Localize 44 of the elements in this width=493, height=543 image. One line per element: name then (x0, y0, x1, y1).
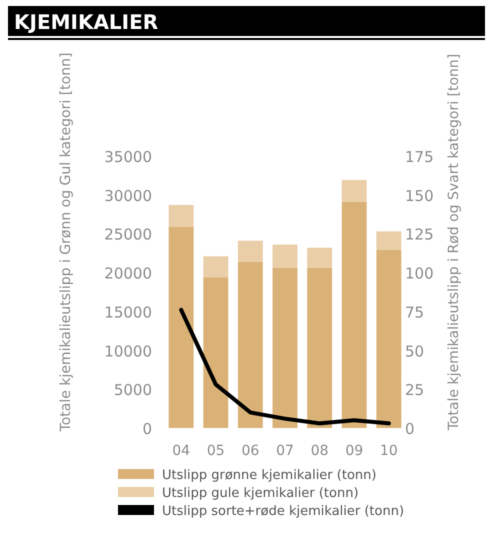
bar (376, 231, 402, 250)
y-tick-label: 5000 (114, 381, 152, 400)
bar (168, 226, 194, 428)
y-tick-label: 15000 (104, 303, 152, 322)
bar (203, 277, 228, 428)
x-tick-label: 05 (206, 443, 225, 459)
x-tick-label: 06 (241, 443, 260, 459)
bar (272, 244, 298, 268)
y2-tick-label: 150 (405, 186, 434, 205)
bar (342, 202, 367, 428)
legend-label: Utslipp gule kjemikalier (tonn) (162, 486, 359, 501)
bar (376, 250, 402, 428)
bar (272, 268, 298, 428)
y2-tick-label: 25 (405, 381, 424, 400)
y-tick-label: 25000 (104, 226, 152, 244)
x-tick-label: 10 (380, 443, 398, 459)
y-tick-label: 0 (142, 420, 152, 438)
bar (342, 180, 367, 202)
bar (168, 204, 194, 227)
line-series (179, 308, 391, 426)
y2-tick-label: 50 (405, 342, 424, 360)
y-tick-label: 10000 (104, 342, 152, 360)
y-axis-title: Totale kjemikalieutslipp i Grønn og Gul kategori [tonn] (58, 52, 74, 432)
y-tick-label: 35000 (104, 148, 152, 166)
bar (238, 262, 263, 428)
y2-tick-label: 125 (405, 226, 434, 244)
x-tick-label: 09 (345, 443, 364, 459)
x-tick-label: 07 (276, 443, 294, 459)
y2-tick-label: 100 (405, 264, 434, 283)
x-tick-label: 08 (310, 443, 329, 459)
legend-label: Utslipp sorte+røde kjemikalier (tonn) (162, 504, 404, 519)
y2-tick-label: 175 (405, 148, 434, 166)
bar (307, 248, 332, 268)
y2-tick-label: 75 (405, 303, 424, 322)
bar (203, 256, 228, 278)
y2-tick-label: 0 (405, 420, 415, 438)
chart-title: KJEMIKALIER (14, 10, 158, 34)
y-tick-label: 30000 (104, 186, 152, 205)
bar (307, 268, 332, 428)
y-tick-label: 20000 (104, 264, 152, 283)
bar (238, 240, 263, 262)
y2-axis-title: Totale kjemikalieutslipp i Rød og Svart kategori [tonn] (446, 54, 462, 432)
x-tick-label: 04 (172, 443, 190, 459)
legend-label: Utslipp grønne kjemikalier (tonn) (162, 468, 376, 483)
